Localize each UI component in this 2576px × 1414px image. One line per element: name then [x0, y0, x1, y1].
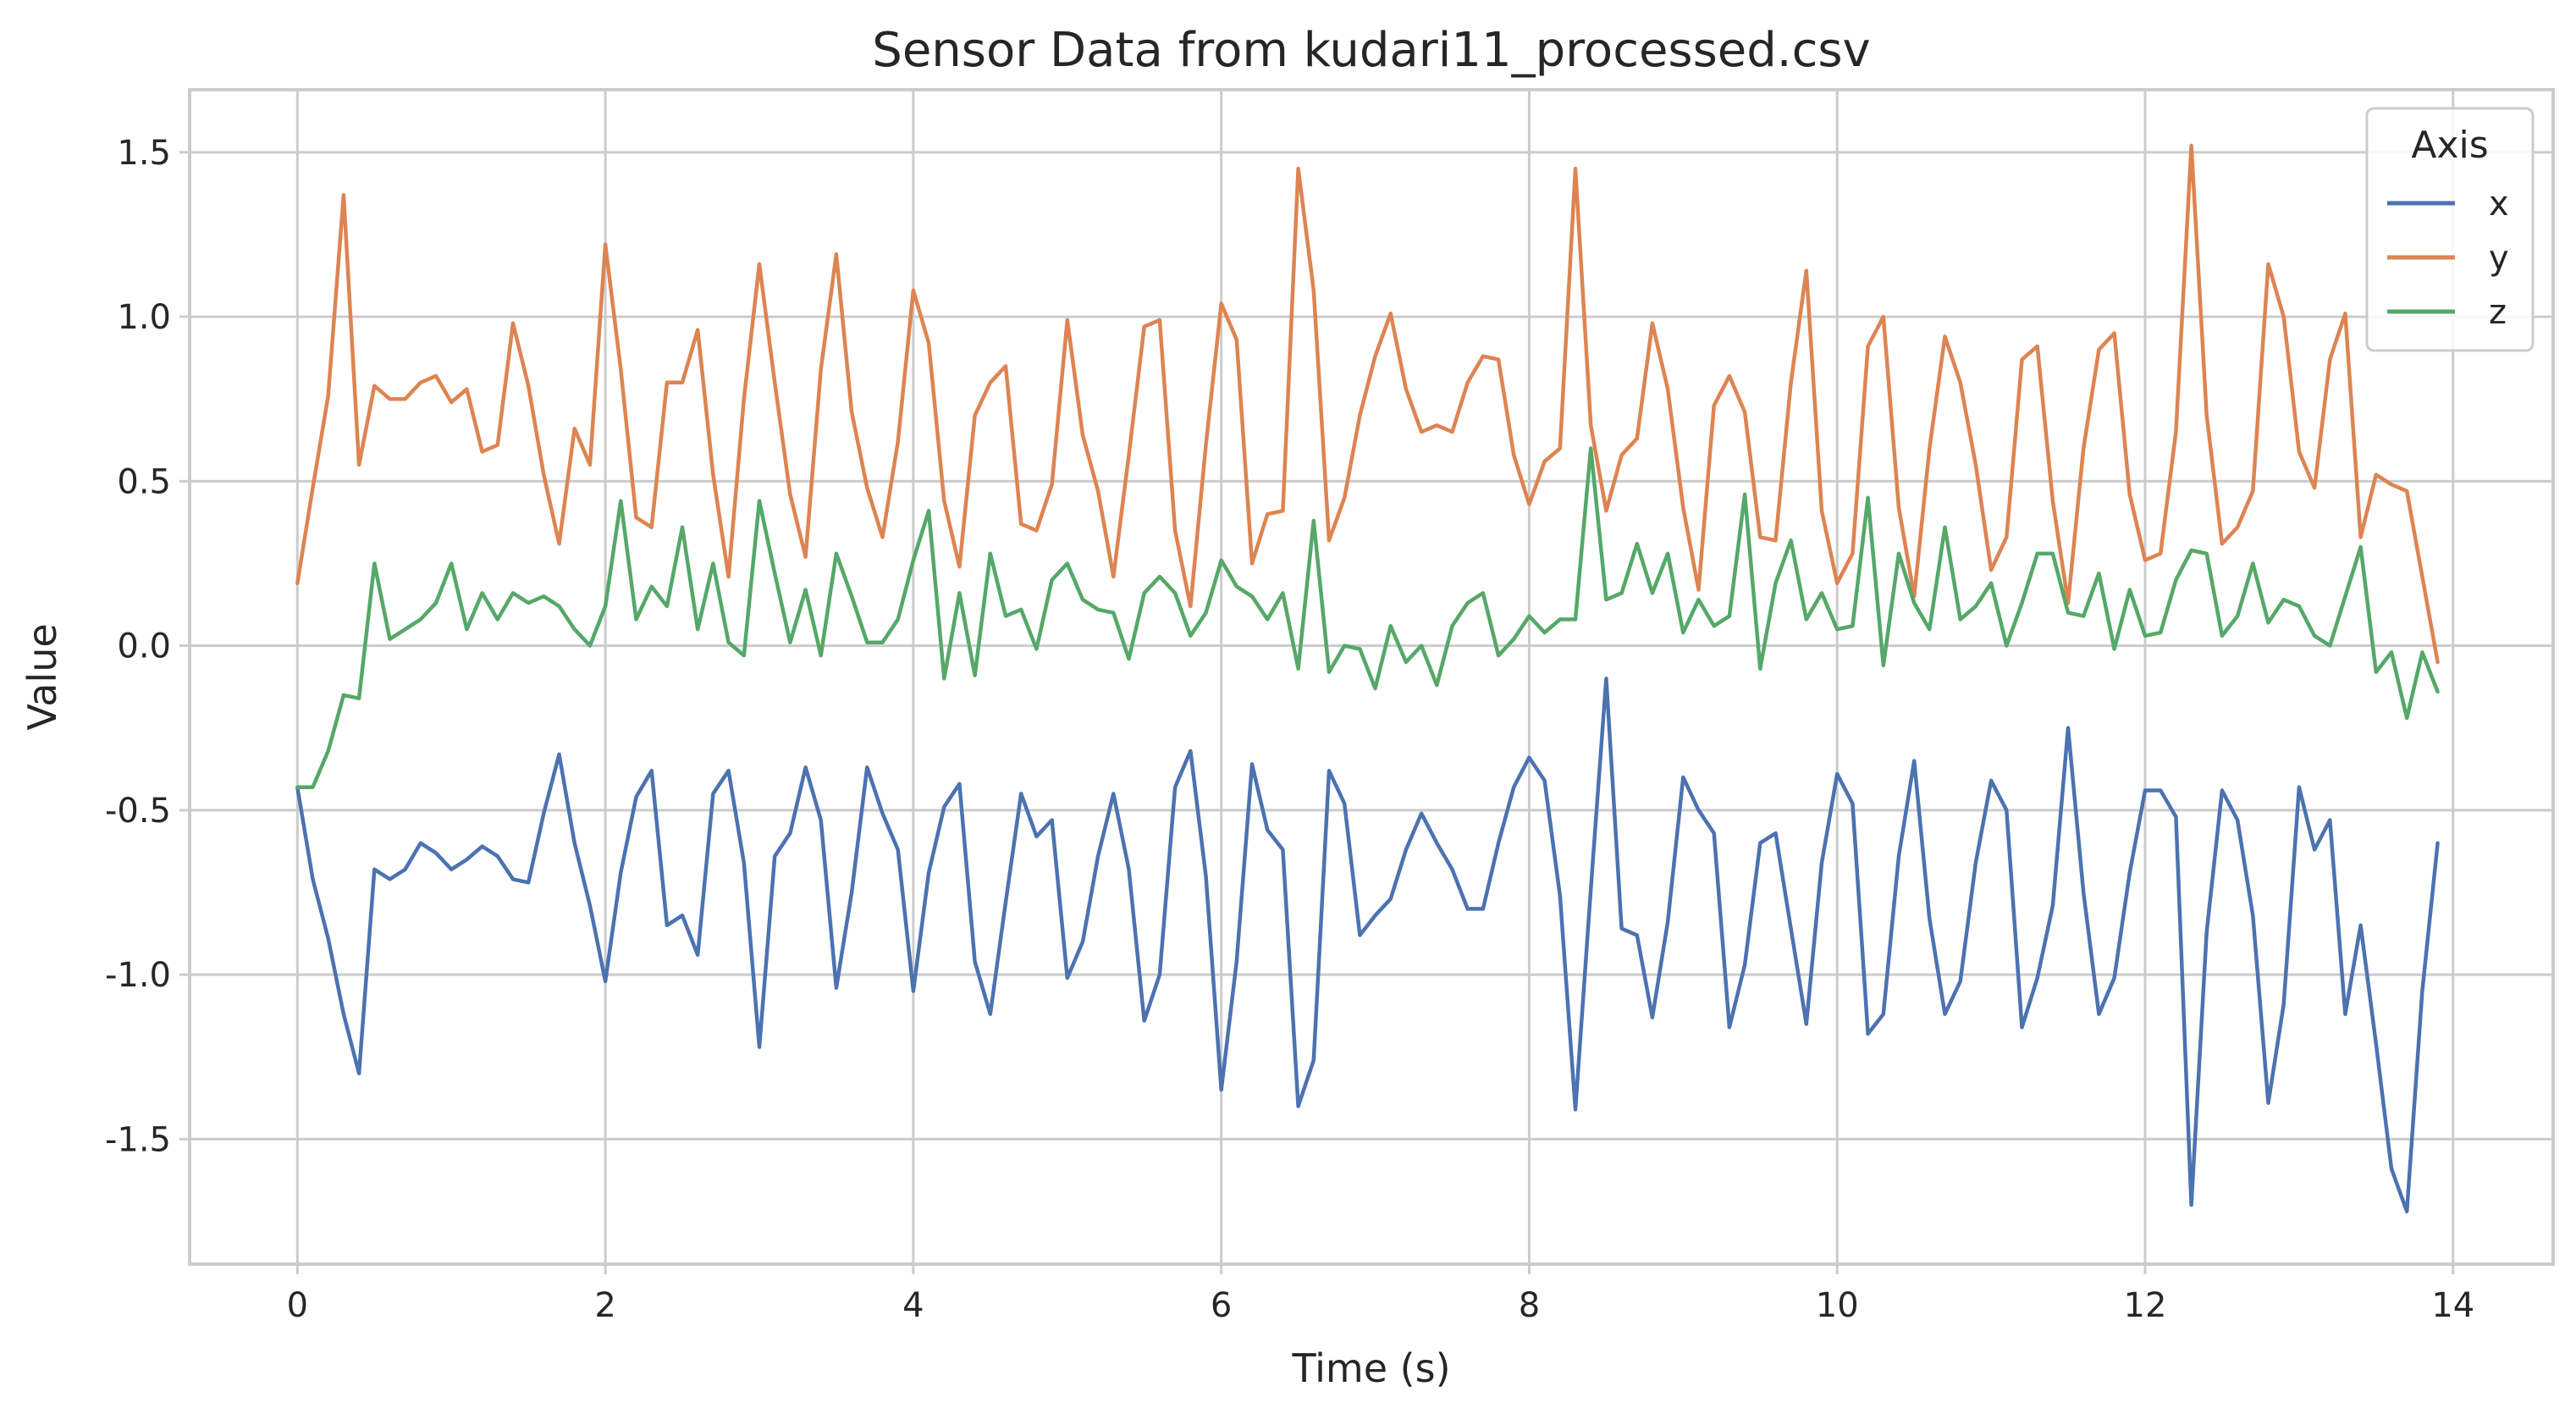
y-tick-label: -1.5	[105, 1120, 171, 1159]
y-tick-label: 0.0	[117, 627, 171, 666]
legend-entries: xyz	[2387, 185, 2509, 332]
chart-title: Sensor Data from kudari11_processed.csv	[872, 23, 1870, 78]
tick-layer: 0 2 4 6 8 10 12 14 -1.5 -1.0 -0.5 0.0 0.5 1.0 1.5	[105, 134, 2474, 1325]
y-tick-label: 0.5	[117, 462, 171, 501]
x-tick-label: 2	[594, 1286, 615, 1325]
x-tick-label: 6	[1211, 1286, 1232, 1325]
x-tick-label: 8	[1519, 1286, 1540, 1325]
series-line-x	[295, 677, 2440, 1214]
series-line-z	[295, 446, 2440, 789]
series-layer	[295, 143, 2440, 1214]
plot-frame	[188, 88, 2555, 1266]
legend-box	[2365, 107, 2535, 352]
legend-label-y: y	[2489, 239, 2509, 278]
x-tick-label: 10	[1816, 1286, 1859, 1325]
legend-label-z: z	[2489, 293, 2507, 332]
x-tick-label: 14	[2431, 1286, 2474, 1325]
y-axis-label: Value	[19, 623, 65, 730]
y-tick-label: 1.5	[117, 134, 171, 173]
legend-label-x: x	[2489, 185, 2509, 224]
y-tick-label: -0.5	[105, 792, 171, 831]
legend-title: Axis	[2411, 124, 2488, 167]
x-tick-label: 12	[2124, 1286, 2167, 1325]
series-line-y	[295, 143, 2440, 665]
y-tick-label: -1.0	[105, 956, 171, 995]
x-tick-label: 0	[287, 1286, 308, 1325]
x-axis-label: Time (s)	[1291, 1345, 1450, 1391]
x-tick-label: 4	[902, 1286, 924, 1325]
legend: Axis xyz	[2365, 107, 2535, 352]
y-tick-label: 1.0	[117, 298, 171, 337]
